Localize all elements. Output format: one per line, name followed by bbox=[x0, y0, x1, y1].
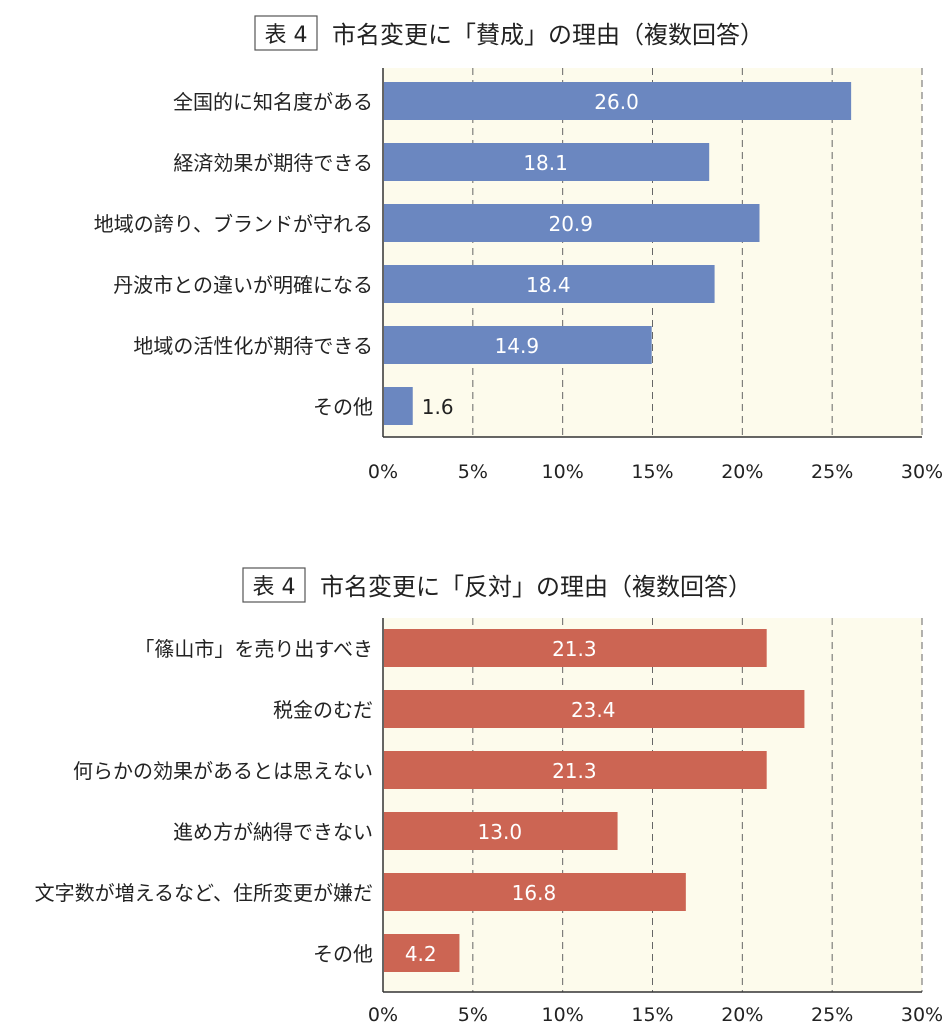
category-label: 丹波市との違いが明確になる bbox=[113, 273, 373, 297]
bar bbox=[384, 82, 852, 120]
category-label: 税金のむだ bbox=[273, 698, 373, 722]
data-label: 18.1 bbox=[523, 151, 568, 175]
bar bbox=[384, 326, 652, 364]
data-label: 18.4 bbox=[526, 273, 571, 297]
category-label: 地域の活性化が期待できる bbox=[133, 334, 373, 358]
x-tick-label: 5% bbox=[458, 1004, 488, 1024]
bar bbox=[384, 751, 767, 789]
table-label: 表 4 bbox=[253, 575, 296, 600]
x-tick-label: 5% bbox=[458, 461, 488, 483]
data-label: 23.4 bbox=[571, 698, 616, 722]
bar bbox=[384, 873, 686, 911]
data-label: 21.3 bbox=[552, 759, 597, 783]
chart-title: 市名変更に「反対」の理由（複数回答） bbox=[320, 573, 752, 601]
data-label: 1.6 bbox=[422, 395, 454, 419]
bar bbox=[384, 143, 710, 181]
category-label: その他 bbox=[313, 395, 373, 419]
category-label: 「篠山市」を売り出すべき bbox=[134, 637, 373, 661]
x-tick-label: 20% bbox=[721, 461, 763, 483]
category-label: 文字数が増えるなど、住所変更が嫌だ bbox=[35, 881, 373, 905]
bar bbox=[384, 812, 618, 850]
table-label-box bbox=[242, 567, 306, 603]
category-label: 地域の誇り、ブランドが守れる bbox=[94, 212, 373, 236]
data-label: 21.3 bbox=[552, 637, 597, 661]
table-label: 表 4 bbox=[265, 23, 308, 48]
data-label: 4.2 bbox=[405, 942, 437, 966]
category-label: その他 bbox=[313, 942, 373, 966]
x-tick-label: 15% bbox=[631, 461, 673, 483]
data-label: 16.8 bbox=[512, 881, 557, 905]
x-tick-label: 15% bbox=[631, 1004, 673, 1024]
table-label-box bbox=[254, 15, 318, 51]
bar bbox=[384, 934, 460, 972]
x-tick-label: 0% bbox=[368, 461, 398, 483]
bar bbox=[384, 265, 715, 303]
x-tick-label: 30% bbox=[901, 461, 943, 483]
data-label: 14.9 bbox=[495, 334, 540, 358]
data-label: 13.0 bbox=[478, 820, 523, 844]
chart-title: 市名変更に「賛成」の理由（複数回答） bbox=[332, 21, 764, 49]
category-label: 何らかの効果があるとは思えない bbox=[73, 759, 373, 783]
category-label: 全国的に知名度がある bbox=[173, 90, 373, 114]
x-tick-label: 20% bbox=[721, 1004, 763, 1024]
bar bbox=[384, 387, 413, 425]
x-tick-label: 0% bbox=[368, 1004, 398, 1024]
x-tick-label: 25% bbox=[811, 1004, 853, 1024]
bar bbox=[384, 629, 767, 667]
x-tick-label: 10% bbox=[542, 1004, 584, 1024]
bar bbox=[384, 204, 760, 242]
data-label: 26.0 bbox=[594, 90, 639, 114]
x-tick-label: 25% bbox=[811, 461, 853, 483]
bar bbox=[384, 690, 805, 728]
x-tick-label: 30% bbox=[901, 1004, 943, 1024]
category-label: 進め方が納得できない bbox=[173, 820, 373, 844]
data-label: 20.9 bbox=[548, 212, 593, 236]
category-label: 経済効果が期待できる bbox=[173, 151, 373, 175]
x-tick-label: 10% bbox=[542, 461, 584, 483]
